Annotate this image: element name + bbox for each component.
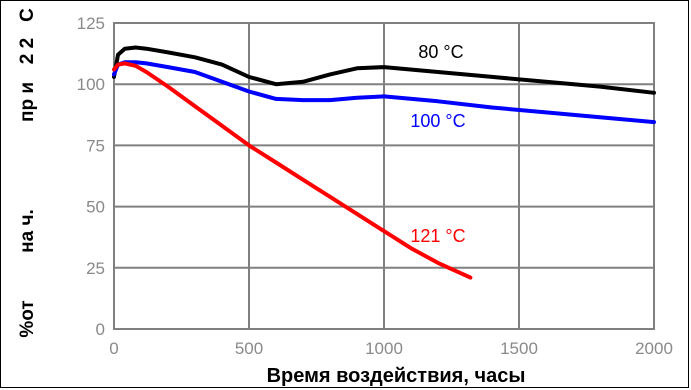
y-tick-label-125: 125 [77, 14, 105, 33]
x-tick-label-2000: 2000 [635, 339, 673, 358]
y-tick-label-50: 50 [86, 198, 105, 217]
y-tick-label-100: 100 [77, 75, 105, 94]
y-axis-label: %от на ч. пр и 2 2 С [17, 8, 38, 338]
y-tick-label-25: 25 [86, 259, 105, 278]
y-label-fragment-3: пр и [17, 82, 38, 122]
x-axis-label: Время воздействия, часы [267, 365, 526, 387]
series-lines [112, 45, 656, 280]
x-tick-label-0: 0 [109, 339, 118, 358]
series-labels: 80 °C 100 °C 121 °C [410, 42, 465, 246]
series-line-2 [112, 60, 656, 125]
y-label-fragment-1: %от [17, 300, 38, 337]
y-label-fragment-2: на ч. [17, 209, 38, 253]
series-line-3 [112, 61, 473, 280]
y-tick-label-75: 75 [86, 136, 105, 155]
y-label-fragment-5: С [17, 8, 38, 22]
series-label-1: 80 °C [418, 42, 463, 62]
plot-area-border [113, 22, 655, 330]
x-tick-label-1000: 1000 [365, 339, 403, 358]
x-tick-label-500: 500 [235, 339, 263, 358]
series-line-1 [112, 45, 656, 95]
y-label-fragment-4: 2 2 [17, 38, 38, 64]
grid-lines [114, 23, 654, 329]
series-label-2: 100 °C [410, 111, 465, 131]
x-tick-label-1500: 1500 [500, 339, 538, 358]
axes [113, 22, 655, 330]
y-tick-label-0: 0 [96, 320, 105, 339]
tick-labels: 0 500 1000 1500 2000 0 25 50 75 100 125 [77, 14, 673, 358]
series-label-3: 121 °C [410, 226, 465, 246]
